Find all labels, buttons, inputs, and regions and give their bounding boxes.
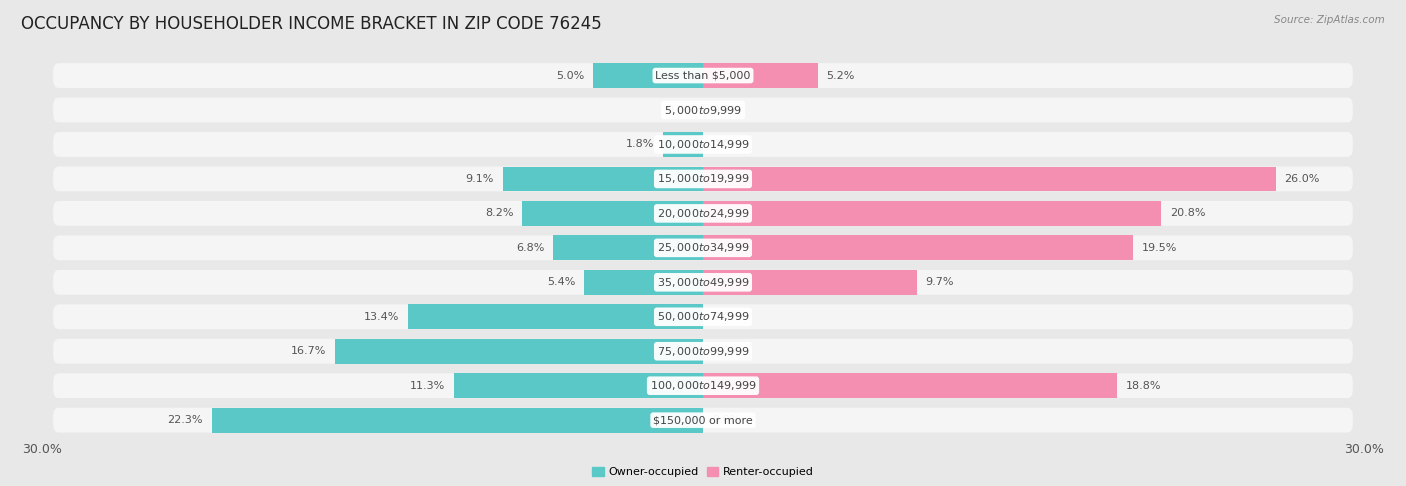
- Bar: [583, 270, 703, 295]
- Text: 22.3%: 22.3%: [167, 415, 202, 425]
- Text: 0.0%: 0.0%: [711, 415, 740, 425]
- Bar: [703, 373, 1118, 398]
- Text: 0.0%: 0.0%: [666, 105, 695, 115]
- Text: $50,000 to $74,999: $50,000 to $74,999: [657, 310, 749, 323]
- Bar: [454, 373, 703, 398]
- FancyBboxPatch shape: [53, 63, 1353, 88]
- Text: 0.0%: 0.0%: [711, 312, 740, 322]
- Text: 6.8%: 6.8%: [516, 243, 544, 253]
- Text: 5.0%: 5.0%: [555, 70, 583, 81]
- FancyBboxPatch shape: [53, 373, 1353, 398]
- Bar: [703, 167, 1275, 191]
- FancyBboxPatch shape: [53, 235, 1353, 260]
- Legend: Owner-occupied, Renter-occupied: Owner-occupied, Renter-occupied: [592, 467, 814, 477]
- FancyBboxPatch shape: [53, 132, 1353, 157]
- Bar: [703, 270, 917, 295]
- Text: 1.8%: 1.8%: [626, 139, 655, 150]
- Text: 8.2%: 8.2%: [485, 208, 513, 218]
- Text: 5.4%: 5.4%: [547, 278, 575, 287]
- Text: 9.1%: 9.1%: [465, 174, 494, 184]
- Text: Less than $5,000: Less than $5,000: [655, 70, 751, 81]
- Bar: [335, 339, 703, 364]
- Bar: [703, 63, 817, 88]
- Text: $35,000 to $49,999: $35,000 to $49,999: [657, 276, 749, 289]
- Text: $5,000 to $9,999: $5,000 to $9,999: [664, 104, 742, 117]
- FancyBboxPatch shape: [53, 167, 1353, 191]
- Text: $75,000 to $99,999: $75,000 to $99,999: [657, 345, 749, 358]
- Text: 0.0%: 0.0%: [711, 346, 740, 356]
- Text: $10,000 to $14,999: $10,000 to $14,999: [657, 138, 749, 151]
- Text: 16.7%: 16.7%: [291, 346, 326, 356]
- Text: $15,000 to $19,999: $15,000 to $19,999: [657, 173, 749, 186]
- FancyBboxPatch shape: [53, 339, 1353, 364]
- Bar: [523, 201, 703, 226]
- Text: $25,000 to $34,999: $25,000 to $34,999: [657, 242, 749, 254]
- Bar: [502, 167, 703, 191]
- Bar: [593, 63, 703, 88]
- Bar: [553, 235, 703, 260]
- Text: OCCUPANCY BY HOUSEHOLDER INCOME BRACKET IN ZIP CODE 76245: OCCUPANCY BY HOUSEHOLDER INCOME BRACKET …: [21, 15, 602, 33]
- Bar: [408, 304, 703, 329]
- Text: 13.4%: 13.4%: [364, 312, 399, 322]
- FancyBboxPatch shape: [53, 304, 1353, 329]
- Text: 0.0%: 0.0%: [711, 139, 740, 150]
- Text: 19.5%: 19.5%: [1142, 243, 1177, 253]
- Bar: [212, 408, 703, 433]
- Text: 5.2%: 5.2%: [827, 70, 855, 81]
- Text: 18.8%: 18.8%: [1126, 381, 1161, 391]
- Text: 20.8%: 20.8%: [1170, 208, 1205, 218]
- Text: Source: ZipAtlas.com: Source: ZipAtlas.com: [1274, 15, 1385, 25]
- Text: 11.3%: 11.3%: [411, 381, 446, 391]
- Text: 26.0%: 26.0%: [1285, 174, 1320, 184]
- Bar: [664, 132, 703, 157]
- FancyBboxPatch shape: [53, 98, 1353, 122]
- Text: 0.0%: 0.0%: [711, 105, 740, 115]
- Text: 9.7%: 9.7%: [925, 278, 955, 287]
- FancyBboxPatch shape: [53, 201, 1353, 226]
- Text: $20,000 to $24,999: $20,000 to $24,999: [657, 207, 749, 220]
- Bar: [703, 201, 1161, 226]
- FancyBboxPatch shape: [53, 270, 1353, 295]
- Text: $100,000 to $149,999: $100,000 to $149,999: [650, 379, 756, 392]
- FancyBboxPatch shape: [53, 408, 1353, 433]
- Bar: [703, 235, 1133, 260]
- Text: $150,000 or more: $150,000 or more: [654, 415, 752, 425]
